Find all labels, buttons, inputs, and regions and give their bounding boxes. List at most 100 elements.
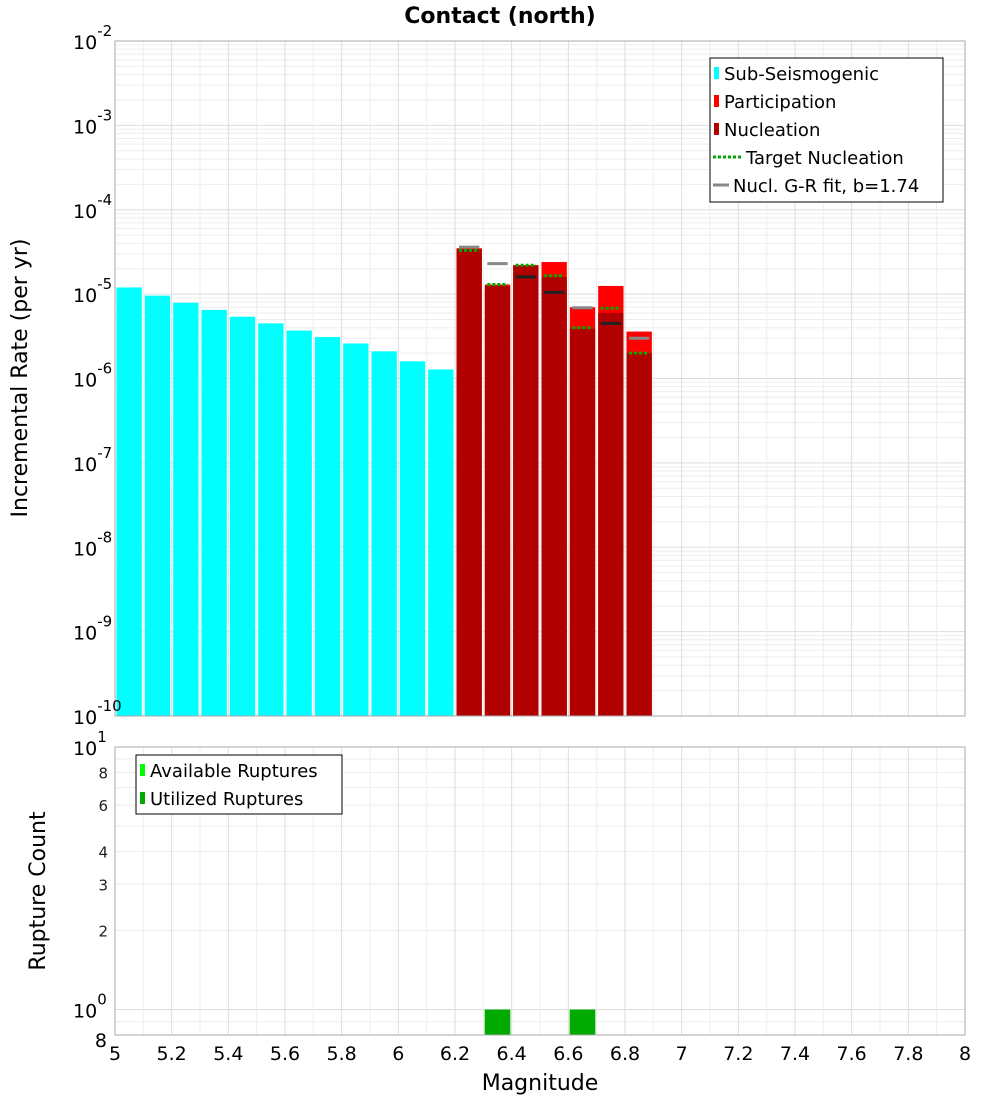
- rate-y-tick-exponent: -9: [97, 613, 112, 631]
- nucleation-bar: [456, 249, 482, 716]
- rate-lines: [459, 245, 650, 355]
- rate-y-axis-label: Incremental Rate (per yr): [8, 239, 33, 518]
- sub-seismogenic-bar: [258, 323, 284, 716]
- sub-seismogenic-bar: [314, 337, 341, 716]
- x-tick-label: 6: [392, 1043, 404, 1065]
- x-tick-label: 6.6: [553, 1043, 583, 1065]
- rate-y-tick-base: 10: [73, 538, 97, 560]
- count-y-axis-label: Rupture Count: [26, 811, 51, 971]
- x-tick-label: 5: [109, 1043, 121, 1065]
- count-y-minor-tick-label: 8: [95, 1030, 107, 1052]
- sub-seismogenic-bar: [371, 351, 397, 716]
- x-tick-label: 7.4: [780, 1043, 810, 1065]
- count-x-ticks: 5 5.2 5.4 5.6 5.8 6 6.2 6.4 6.6 6.8 7 7.2 7.4 7.6 7.8 8: [109, 1043, 971, 1065]
- rate-legend: Sub-Seismogenic Participation Nucleation…: [709, 57, 944, 203]
- nucleation-bar: [484, 285, 511, 716]
- sub-seismogenic-bar: [399, 361, 426, 716]
- rate-y-tick-exponent: -8: [97, 528, 112, 546]
- legend-label-utilized-ruptures: Utilized Ruptures: [150, 789, 303, 810]
- sub-seismogenic-bar: [116, 287, 142, 716]
- x-tick-label: 6.2: [440, 1043, 470, 1065]
- rate-y-tick-label: 10-3: [73, 106, 112, 138]
- rate-y-tick-base: 10: [73, 370, 97, 392]
- x-tick-label: 6.8: [610, 1043, 640, 1065]
- count-plot-frame: [114, 746, 966, 1036]
- nucleation-bar: [513, 265, 539, 716]
- nucleation-bar: [569, 328, 596, 716]
- rate-y-tick-exponent: -3: [97, 106, 112, 124]
- sub-seismogenic-bar: [229, 316, 256, 716]
- rate-y-tick-label: 10-8: [73, 528, 112, 560]
- chart-title: Contact (north): [404, 4, 595, 29]
- utilized-ruptures-bar: [484, 1009, 511, 1035]
- count-bars: [484, 1009, 596, 1035]
- legend-swatch-participation: [714, 95, 719, 107]
- x-tick-label: 5.4: [213, 1043, 243, 1065]
- x-tick-label: 7: [676, 1043, 688, 1065]
- nucleation-bar: [598, 312, 624, 716]
- rate-y-tick-label: 10-5: [73, 275, 112, 307]
- rate-y-tick-exponent: -7: [97, 444, 112, 462]
- rate-y-tick-label: 10-6: [73, 360, 112, 392]
- rate-y-tick-base: 10: [73, 623, 97, 645]
- legend-label-target-nucleation: Target Nucleation: [745, 148, 904, 169]
- count-legend: Available Ruptures Utilized Ruptures: [135, 754, 343, 815]
- rate-y-tick-exponent: -4: [97, 191, 112, 209]
- rate-y-tick-label: 10-7: [73, 444, 112, 476]
- rate-plot-frame: [114, 40, 966, 717]
- rate-panel: Contact (north) 10-1010-910-810-710-610-…: [8, 4, 966, 729]
- count-y-tick-exponent: 0: [97, 991, 107, 1009]
- sub-seismogenic-bar: [428, 369, 454, 716]
- nucleation-bar: [626, 353, 652, 716]
- rate-y-tick-label: 10-10: [73, 697, 122, 729]
- x-tick-label: 5.8: [327, 1043, 357, 1065]
- count-y-minor-tick-label: 8: [98, 764, 108, 782]
- rate-y-tick-exponent: -2: [97, 22, 112, 40]
- sub-seismogenic-bar: [286, 330, 312, 716]
- x-tick-label: 6.4: [497, 1043, 527, 1065]
- sub-seismogenic-bar: [201, 309, 227, 716]
- rate-y-tick-label: 10-9: [73, 613, 112, 645]
- legend-swatch-nucleation: [714, 123, 719, 135]
- legend-swatch-utilized-ruptures: [140, 792, 145, 804]
- count-y-tick-base: 10: [73, 738, 97, 760]
- x-tick-label: 5.2: [157, 1043, 187, 1065]
- rate-y-tick-label: 10-2: [73, 22, 112, 54]
- rate-y-tick-base: 10: [73, 707, 97, 729]
- count-y-tick-label: 100: [73, 991, 107, 1023]
- count-y-minor-tick-label: 6: [98, 797, 108, 815]
- count-y-tick-base: 10: [73, 1001, 97, 1023]
- rate-y-tick-base: 10: [73, 32, 97, 54]
- sub-seismogenic-bar: [343, 343, 369, 716]
- legend-swatch-available-ruptures: [140, 764, 145, 776]
- rate-y-tick-base: 10: [73, 116, 97, 138]
- x-tick-label: 8: [959, 1043, 971, 1065]
- rate-bars: [116, 248, 652, 717]
- rate-legend-box: [709, 57, 944, 203]
- legend-label-available-ruptures: Available Ruptures: [150, 761, 318, 782]
- legend-label-nucleation: Nucleation: [724, 120, 820, 141]
- count-legend-box: [135, 754, 343, 815]
- count-y-minor-tick-label: 2: [98, 923, 108, 941]
- rate-y-tick-label: 10-4: [73, 191, 112, 223]
- sub-seismogenic-bar: [144, 295, 171, 716]
- rate-y-tick-exponent: -5: [97, 275, 112, 293]
- utilized-ruptures-bar: [569, 1009, 596, 1035]
- sub-seismogenic-bar: [173, 302, 199, 716]
- legend-label-gr-fit: Nucl. G-R fit, b=1.74: [733, 176, 919, 197]
- rate-y-tick-base: 10: [73, 201, 97, 223]
- count-y-minor-tick-label: 3: [98, 876, 108, 894]
- nucleation-bar: [541, 276, 567, 716]
- rate-y-tick-base: 10: [73, 454, 97, 476]
- x-tick-label: 7.6: [837, 1043, 867, 1065]
- count-y-tick-label: 101: [73, 728, 107, 760]
- count-y-tick-exponent: 1: [97, 728, 107, 746]
- x-tick-label: 5.6: [270, 1043, 300, 1065]
- legend-label-participation: Participation: [724, 92, 836, 113]
- legend-label-sub-seismogenic: Sub-Seismogenic: [724, 64, 879, 85]
- x-axis-label: Magnitude: [482, 1071, 599, 1096]
